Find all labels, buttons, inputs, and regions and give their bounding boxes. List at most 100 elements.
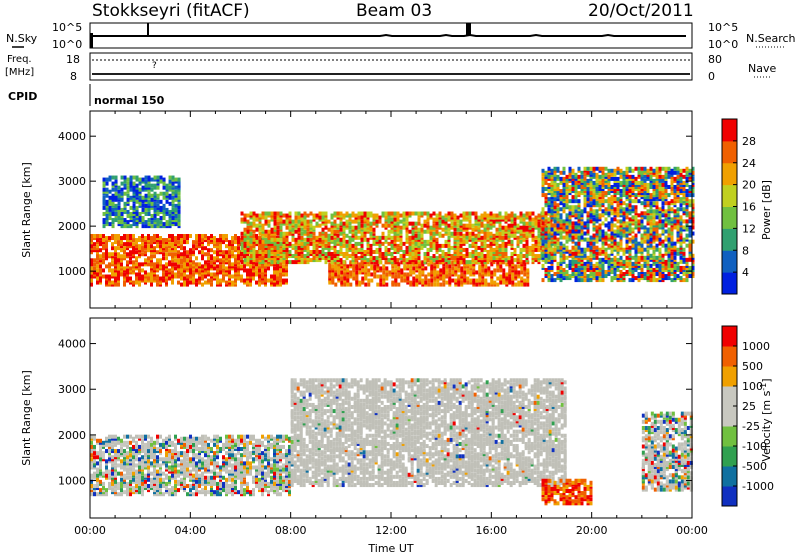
scatter-cell (114, 248, 117, 253)
scatter-cell (168, 242, 171, 247)
scatter-cell (198, 272, 201, 277)
scatter-cell (619, 276, 623, 281)
scatter-cell (601, 182, 605, 187)
scatter-cell (595, 267, 599, 272)
scatter-cell (432, 239, 436, 244)
scatter-cell (619, 213, 623, 218)
scatter-cell (183, 264, 186, 269)
scatter-cell (490, 276, 494, 281)
scatter-cell (204, 260, 207, 265)
scatter-cell (616, 233, 620, 238)
scatter-cell (294, 219, 298, 224)
scatter-cell (306, 241, 310, 246)
scatter-cell (526, 260, 530, 265)
scatter-cell (99, 280, 102, 285)
scatter-cell (261, 264, 264, 269)
scatter-cell (117, 185, 121, 190)
scatter-cell (138, 197, 142, 202)
scatter-cell (255, 227, 259, 232)
scatter-cell (330, 239, 334, 244)
scatter-cell (183, 236, 186, 241)
scatter-cell (477, 258, 481, 263)
scatter-cell (105, 280, 108, 285)
scatter-cell (544, 197, 548, 202)
scatter-cell (144, 205, 148, 210)
scatter-cell (616, 178, 620, 183)
scatter-cell (592, 223, 596, 228)
scatter-cell (484, 278, 488, 283)
scatter-cell (300, 254, 304, 259)
scatter-cell (622, 251, 626, 256)
scatter-cell (537, 229, 541, 234)
scatter-cell (510, 225, 514, 230)
scatter-cell (646, 237, 650, 242)
scatter-cell (192, 244, 195, 249)
scatter-cell (306, 233, 310, 238)
scatter-cell (568, 253, 572, 258)
scatter-cell (270, 239, 274, 244)
scatter-cell (444, 219, 448, 224)
scatter-cell (315, 223, 319, 228)
scatter-cell (312, 254, 316, 259)
scatter-cell (628, 209, 632, 214)
scatter-cell (102, 240, 105, 245)
scatter-cell (607, 178, 611, 183)
scatter-cell (556, 203, 560, 208)
scatter-cell (288, 241, 292, 246)
scatter-cell (646, 261, 650, 266)
scatter-cell (661, 253, 665, 258)
scatter-cell (492, 221, 496, 226)
scatter-cell (631, 255, 635, 260)
scatter-cell (589, 176, 593, 181)
scatter-cell (367, 282, 371, 287)
scatter-cell (631, 245, 635, 250)
scatter-cell (394, 260, 398, 265)
scatter-cell (571, 221, 575, 226)
scatter-cell (489, 239, 493, 244)
scatter-cell (171, 280, 174, 285)
scatter-cell (607, 243, 611, 248)
scatter-cell (405, 211, 409, 216)
scatter-cell (150, 268, 153, 273)
scatter-cell (372, 233, 376, 238)
scatter-cell (297, 221, 301, 226)
scatter-cell (162, 238, 165, 243)
scatter-cell (255, 234, 258, 239)
scatter-cell (366, 211, 370, 216)
scatter-cell (453, 245, 457, 250)
scatter-cell (315, 237, 319, 242)
scatter-cell (477, 227, 481, 232)
scatter-cell (553, 235, 557, 240)
scatter-cell (174, 246, 177, 251)
scatter-cell (622, 211, 626, 216)
scatter-cell (285, 215, 289, 220)
scatter-cell (534, 239, 538, 244)
scatter-cell (120, 264, 123, 269)
scatter-cell (300, 223, 304, 228)
scatter-cell (589, 193, 593, 198)
scatter-cell (568, 178, 572, 183)
scatter-cell (498, 237, 502, 242)
scatter-cell (279, 282, 282, 287)
scatter-cell (568, 229, 572, 234)
scatter-cell (264, 221, 268, 226)
scatter-cell (526, 272, 530, 277)
scatter-cell (177, 280, 180, 285)
scatter-cell (156, 236, 159, 241)
scatter-cell (168, 181, 172, 186)
scatter-cell (150, 238, 153, 243)
scatter-cell (613, 172, 617, 177)
scatter-cell (264, 268, 267, 273)
scatter-cell (129, 175, 133, 180)
scatter-cell (342, 260, 346, 265)
scatter-cell (445, 264, 449, 269)
scatter-cell (222, 240, 225, 245)
scatter-cell (601, 178, 605, 183)
scatter-cell (117, 258, 120, 263)
scatter-cell (159, 282, 162, 287)
scatter-cell (348, 229, 352, 234)
scatter-cell (174, 189, 178, 194)
scatter-cell (234, 238, 237, 243)
scatter-cell (225, 244, 228, 249)
scatter-cell (240, 243, 244, 248)
